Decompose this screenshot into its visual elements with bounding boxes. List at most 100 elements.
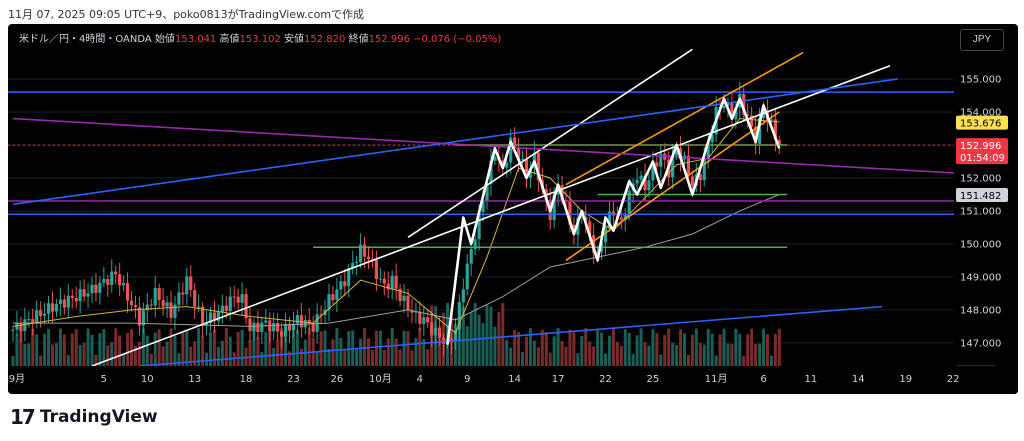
currency-button[interactable]: JPY [960, 29, 1004, 51]
candle-body [106, 278, 110, 285]
volume-bar [47, 328, 51, 366]
volume-bar [137, 341, 141, 366]
candle-body [39, 310, 43, 316]
candle-body [722, 105, 726, 108]
candle-body [761, 110, 766, 119]
candle-body [280, 331, 284, 337]
candle-body [651, 162, 655, 181]
volume-bar [122, 354, 126, 366]
candle-body [671, 155, 675, 178]
candle-body [528, 168, 533, 178]
candle-body [686, 155, 691, 177]
volume-bar [410, 350, 414, 366]
volume-bar [106, 345, 110, 366]
candle-body [90, 284, 94, 294]
candle-body [754, 126, 758, 144]
volume-bar [299, 348, 303, 366]
volume-bar [216, 347, 220, 366]
candle-body [208, 312, 213, 323]
candle-body [398, 288, 402, 301]
volume-bar [532, 340, 536, 366]
candle-body [66, 295, 70, 308]
volume-bar [517, 331, 521, 366]
volume-bar [607, 335, 611, 366]
volume-bar [710, 333, 714, 366]
volume-bar [126, 332, 130, 366]
volume-bar [78, 344, 82, 366]
time-tick-label: 22 [599, 374, 612, 385]
candle-body [461, 289, 465, 303]
candle-body [623, 215, 627, 220]
candle-body [750, 115, 754, 127]
volume-bar [110, 342, 114, 366]
high-value: 153.102 [239, 34, 281, 45]
chart-panel[interactable]: 155.000154.000153.000152.000151.000150.0… [8, 24, 1018, 394]
volume-bar [268, 330, 272, 366]
candle-body [193, 289, 197, 307]
symbol-legend: 米ドル／円・4時間・OANDA 始値153.041 高値153.102 安値15… [19, 30, 501, 45]
high-label: 高値 [219, 34, 240, 45]
volume-bar [378, 330, 382, 366]
volume-bar [758, 343, 762, 366]
time-tick-label: 10月 [369, 373, 392, 385]
trend-line-blue [139, 305, 883, 367]
volume-bar [762, 328, 765, 366]
volume-bar [98, 333, 102, 366]
volume-bar [690, 334, 694, 366]
volume-bar [639, 328, 643, 366]
volume-bar [592, 346, 596, 366]
volume-bar [185, 329, 189, 366]
volume-bar [600, 332, 604, 366]
candle-body [706, 142, 710, 158]
candle-body [94, 284, 98, 293]
volume-bar [667, 328, 671, 366]
candle-body [410, 310, 414, 313]
candle-body [260, 322, 264, 333]
volume-bar [252, 328, 256, 366]
candle-body [256, 322, 260, 333]
candle-body [70, 295, 74, 299]
volume-bar [777, 328, 781, 366]
price-badge-level-1-bg [956, 115, 1008, 130]
candle-body [457, 302, 461, 330]
volume-bar [248, 340, 252, 366]
volume-bar [576, 353, 580, 366]
candle-body [197, 306, 201, 308]
volume-bar [584, 328, 588, 366]
volume-bar [323, 330, 327, 366]
volume-bar [74, 328, 78, 366]
volume-bar [15, 334, 19, 366]
candle-body [362, 244, 367, 257]
candle-body [50, 303, 55, 312]
time-tick-label: 5 [101, 374, 107, 385]
price-tick-label: 149.000 [960, 272, 1001, 283]
volume-bar [51, 344, 54, 366]
volume-bar [706, 328, 710, 366]
price-tick-label: 148.000 [960, 305, 1001, 316]
volume-bar [513, 329, 517, 366]
price-chart[interactable]: 155.000154.000153.000152.000151.000150.0… [8, 24, 1018, 394]
price-badge-last: 152.996 [960, 141, 1001, 152]
candle-body [331, 294, 335, 300]
volume-bar [39, 355, 43, 366]
candle-body [161, 299, 165, 307]
candle-body [212, 312, 217, 321]
volume-bar [414, 338, 418, 366]
volume-bar [730, 344, 734, 366]
volume-bar [220, 340, 224, 366]
volume-bar [671, 342, 675, 366]
volume-bar [722, 328, 726, 366]
volume-bar [43, 333, 47, 366]
volume-bar [548, 352, 552, 366]
candle-body [224, 305, 228, 311]
candle-body [524, 158, 529, 178]
candle-body [295, 315, 299, 324]
volume-bar [307, 328, 311, 366]
volume-bar [580, 336, 584, 366]
volume-bar [572, 332, 576, 366]
candle-body [351, 263, 355, 269]
trend-line-purple [12, 117, 1018, 178]
candle-body [647, 180, 651, 191]
volume-bar [477, 314, 481, 366]
volume-bar [102, 329, 106, 366]
